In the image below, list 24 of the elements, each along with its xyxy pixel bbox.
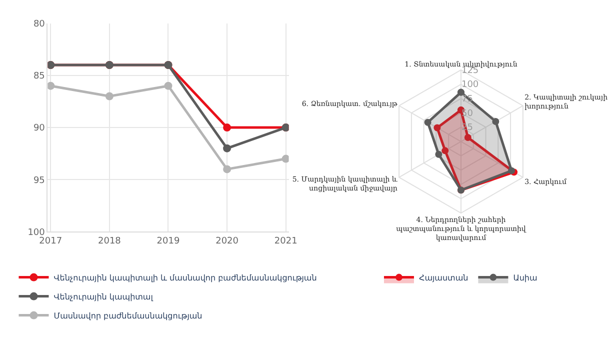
- y-tick-label: 125: [461, 66, 479, 76]
- y-tick-label: 100: [28, 228, 46, 238]
- point: [223, 124, 232, 132]
- x-tick-label: 2021: [274, 236, 298, 246]
- x-tick-label: 2020: [216, 236, 239, 246]
- point: [105, 92, 114, 100]
- point: [164, 82, 172, 90]
- point: [223, 165, 232, 174]
- x-tick-label: 2019: [156, 236, 180, 246]
- legend-label: Վենչուրային կապիտալ: [54, 292, 154, 302]
- legend-label: Վենչուրային կապիտալի և մասնավոր բաժնեմասնակցության: [54, 273, 317, 282]
- legend-label: Մասնավոր բաժնեմասնակցության: [54, 311, 202, 320]
- point: [282, 154, 289, 163]
- y-tick-label: 85: [33, 72, 45, 82]
- y-tick-label: 80: [33, 19, 46, 30]
- y-tick-label: 90: [33, 124, 46, 134]
- y-tick-label: 95: [33, 176, 45, 186]
- legend-label: Հայաստան: [418, 273, 468, 282]
- x-tick-label: 2017: [39, 236, 62, 246]
- point: [48, 82, 55, 90]
- x-tick-label: 2018: [98, 236, 122, 246]
- point: [223, 144, 232, 152]
- y-tick-label: 100: [461, 80, 479, 90]
- legend-label: Ասիա: [513, 273, 538, 282]
